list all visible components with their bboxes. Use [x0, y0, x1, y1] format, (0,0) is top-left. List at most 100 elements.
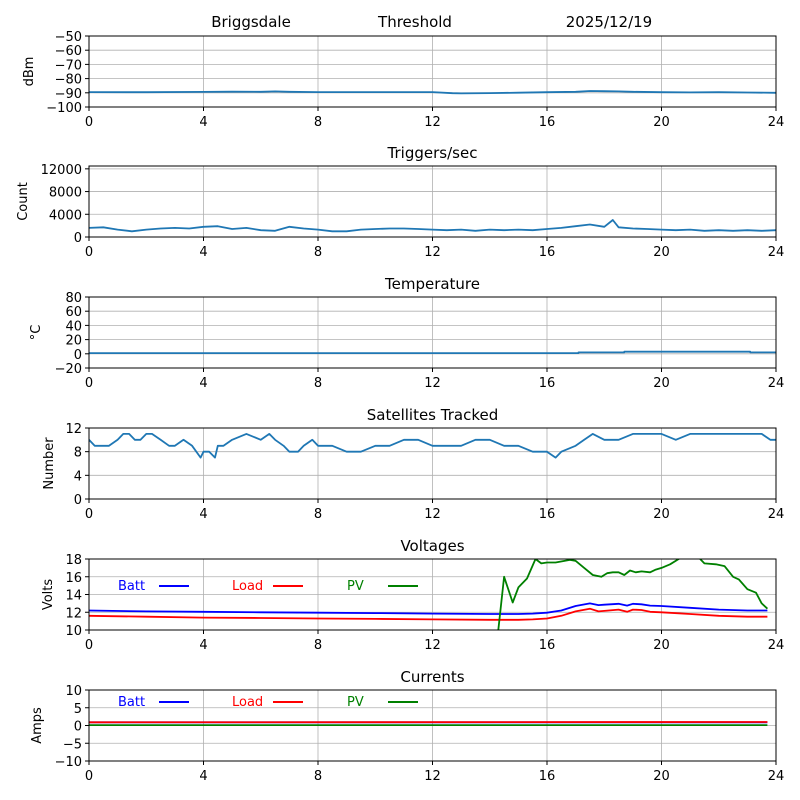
legend-label-load: Load: [232, 695, 263, 710]
y-tick-label: −70: [55, 58, 82, 73]
y-axis-label: Amps: [30, 707, 45, 744]
y-axis-label: dBm: [22, 57, 37, 87]
y-tick-label: −5: [63, 737, 82, 752]
y-tick-label: 8000: [49, 186, 82, 201]
x-tick-label: 8: [314, 115, 322, 130]
y-tick-label: 10: [65, 624, 82, 639]
x-tick-label: 12: [424, 115, 441, 130]
panel-triggers: 0 4 8 12 16 20 24 0 4000 8000 12000 Triggers/sec Cou…: [16, 144, 784, 260]
y-tick-label: −20: [55, 362, 82, 377]
y-tick-label: 0: [74, 231, 82, 246]
legend-label-batt: Batt: [118, 695, 145, 710]
y-tick-label: −60: [55, 44, 82, 59]
y-tick-label: 0: [74, 493, 82, 508]
y-tick-label: 10: [65, 684, 82, 699]
y-axis-label: °C: [29, 325, 44, 341]
x-tick-label: 16: [539, 769, 556, 784]
y-tick-label: 40: [65, 319, 82, 334]
panel-title: Temperature: [384, 275, 480, 293]
x-tick-label: 20: [653, 507, 670, 522]
series-group: [89, 432, 776, 459]
x-tick-label: 12: [424, 507, 441, 522]
series-line-pv: [497, 559, 769, 630]
series-group: [89, 721, 768, 726]
y-tick-label: 12: [65, 606, 82, 621]
x-tick-label: 12: [424, 376, 441, 391]
y-tick-label: 0: [74, 348, 82, 363]
legend-label-pv: PV: [347, 579, 364, 594]
series-line-temp: [89, 350, 776, 355]
panel-title: Triggers/sec: [387, 144, 478, 162]
header-date: 2025/12/19: [566, 13, 652, 31]
x-tick-label: 20: [653, 769, 670, 784]
x-tick-label: 4: [199, 245, 207, 260]
y-tick-label: 5: [74, 702, 82, 717]
series-group: [89, 350, 776, 355]
x-tick-label: 20: [653, 376, 670, 391]
header-mode: Threshold: [377, 13, 452, 31]
x-tick-label: 4: [199, 507, 207, 522]
x-tick-label: 8: [314, 376, 322, 391]
y-tick-label: 16: [65, 571, 82, 586]
y-tick-label: 12: [65, 422, 82, 437]
x-tick-label: 16: [539, 376, 556, 391]
figure-header: Briggsdale Threshold 2025/12/19: [211, 13, 652, 31]
y-tick-label: −100: [46, 101, 82, 116]
legend-label-batt: Batt: [118, 579, 145, 594]
x-tick-label: 12: [424, 638, 441, 653]
x-tick-label: 0: [85, 115, 93, 130]
y-tick-label: 80: [65, 291, 82, 306]
x-tick-label: 24: [768, 638, 785, 653]
x-tick-label: 0: [85, 769, 93, 784]
y-tick-label: 20: [65, 334, 82, 349]
series-line-load: [89, 607, 768, 621]
series-line-batt: [89, 602, 768, 615]
legend: Batt Load PV: [118, 695, 418, 710]
legend: Batt Load PV: [118, 579, 418, 594]
x-tick-label: 24: [768, 376, 785, 391]
series-group: [89, 559, 769, 630]
y-tick-label: 4000: [49, 208, 82, 223]
x-tick-label: 8: [314, 245, 322, 260]
header-site: Briggsdale: [211, 13, 291, 31]
series-line-count: [89, 219, 776, 233]
x-tick-label: 4: [199, 638, 207, 653]
panel-title: Currents: [400, 668, 464, 686]
x-tick-label: 0: [85, 638, 93, 653]
x-tick-label: 16: [539, 638, 556, 653]
legend-label-pv: PV: [347, 695, 364, 710]
x-tick-label: 4: [199, 115, 207, 130]
series-group: [89, 90, 776, 95]
y-tick-label: 0: [74, 720, 82, 735]
x-tick-label: 4: [199, 769, 207, 784]
y-tick-label: 12000: [41, 163, 82, 178]
panel-title: Voltages: [400, 537, 464, 555]
series-line-dbm: [89, 90, 776, 95]
x-tick-label: 8: [314, 507, 322, 522]
y-tick-label: −10: [55, 755, 82, 770]
x-tick-label: 0: [85, 245, 93, 260]
y-tick-label: 18: [65, 553, 82, 568]
x-tick-label: 4: [199, 376, 207, 391]
y-tick-label: −50: [55, 30, 82, 45]
y-axis-label: Count: [16, 182, 31, 221]
x-tick-label: 12: [424, 245, 441, 260]
x-tick-label: 24: [768, 115, 785, 130]
series-line-sats: [89, 432, 776, 459]
y-axis-label: Volts: [41, 579, 56, 611]
x-tick-label: 24: [768, 245, 785, 260]
x-tick-label: 16: [539, 115, 556, 130]
panel-noise: 0 4 8 12 16 20 24 −100−90−80−70−60−50 dBm: [22, 30, 784, 130]
x-tick-label: 8: [314, 638, 322, 653]
x-tick-label: 20: [653, 245, 670, 260]
x-tick-label: 16: [539, 245, 556, 260]
y-tick-label: 60: [65, 305, 82, 320]
y-tick-label: 4: [74, 469, 82, 484]
panel-satellites: 0 4 8 12 16 20 24 0 4 8 12 Satellites Tracked Number: [42, 406, 784, 522]
y-tick-label: −80: [55, 73, 82, 88]
y-tick-label: 8: [74, 446, 82, 461]
x-tick-label: 16: [539, 507, 556, 522]
